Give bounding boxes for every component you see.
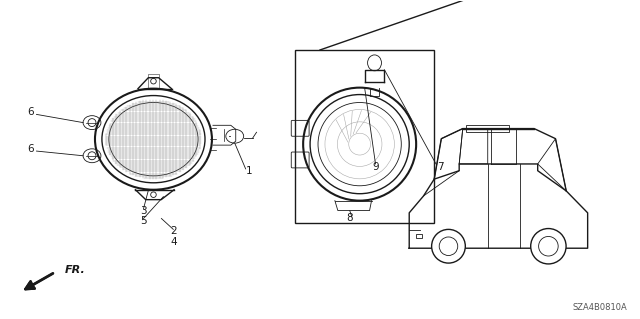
- Bar: [467, 125, 509, 132]
- Bar: [417, 234, 422, 238]
- Text: 7: 7: [436, 162, 444, 172]
- Circle shape: [531, 228, 566, 264]
- Text: 3: 3: [140, 205, 147, 216]
- Bar: [295, 50, 434, 223]
- Circle shape: [431, 229, 465, 263]
- Text: 1: 1: [245, 166, 252, 176]
- Text: 8: 8: [346, 213, 353, 224]
- Text: 6: 6: [28, 144, 34, 154]
- Text: SZA4B0810A: SZA4B0810A: [573, 303, 627, 312]
- Text: 4: 4: [170, 237, 177, 247]
- Text: FR.: FR.: [65, 265, 86, 275]
- Text: 6: 6: [28, 108, 34, 117]
- Text: 2: 2: [170, 226, 177, 236]
- Text: 5: 5: [140, 217, 147, 226]
- Text: 9: 9: [372, 162, 379, 172]
